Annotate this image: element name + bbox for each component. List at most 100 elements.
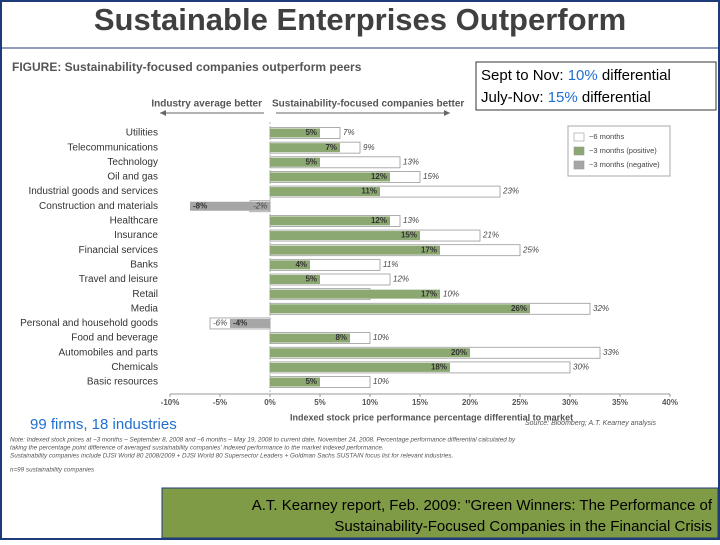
value-label: 15% [401,231,417,240]
slide-title: Sustainable Enterprises Outperform [94,2,626,37]
value-label: 9% [363,143,375,152]
legend-swatch [573,132,585,142]
firms-note: 99 firms, 18 industries [30,416,177,433]
x-tick-label: -5% [213,398,227,407]
bar [270,231,420,241]
value-label: 12% [393,275,409,284]
category-label: Technology [107,157,158,168]
value-label: 30% [573,363,589,372]
note-line: Note: Indexed stock prices at ~3 months … [10,437,516,444]
left-header: Industry average better [151,99,262,110]
category-label: Healthcare [110,216,159,227]
bar [270,348,470,358]
source: Source: Bloomberg; A.T. Kearney analysis [525,420,656,427]
footer-line: A.T. Kearney report, Feb. 2009: "Green W… [252,497,713,514]
legend-label: ~6 months [589,132,624,141]
right-header: Sustainability-focused companies better [272,99,464,110]
category-label: Automobiles and parts [58,347,158,358]
value-label: 10% [373,377,389,386]
value-label: 11% [383,260,398,269]
value-label: 23% [502,187,519,196]
note-line: Sustainability companies include DJSI Wo… [10,453,453,460]
bar [270,289,440,299]
value-label: 12% [371,216,387,225]
bar [270,304,530,314]
value-label: 5% [305,157,317,166]
value-label: 25% [522,245,539,254]
category-label: Construction and materials [39,201,158,212]
value-label: 15% [423,172,439,181]
bar [270,275,320,284]
category-label: Industrial goods and services [28,186,158,197]
category-label: Telecommunications [67,142,158,153]
value-label: 10% [443,289,459,298]
legend-swatch [573,146,585,156]
bar [270,157,320,167]
value-label: 13% [403,157,419,166]
callout-box [475,61,717,111]
x-tick-label: 35% [612,398,628,407]
value-label: 7% [325,143,337,152]
category-label: Basic resources [87,377,158,388]
category-label: Banks [130,259,158,270]
figure-title: FIGURE: Sustainability-focused companies… [12,60,362,74]
value-label: 12% [371,172,387,181]
value-label: 5% [305,275,317,284]
x-tick-label: 30% [562,398,578,407]
value-label: 32% [593,304,609,313]
arrow-head [160,110,166,116]
x-tick-label: 0% [264,398,276,407]
legend-label: ~3 months (negative) [589,160,660,169]
value-label: 11% [361,187,377,196]
value-label: -6% [213,319,227,328]
bar [270,362,450,372]
legend-swatch [573,160,585,170]
value-label: 7% [343,128,355,137]
category-label: Utilities [126,128,158,139]
callout-line: July-Nov: 15% differential [481,89,651,106]
category-label: Oil and gas [107,172,158,183]
value-label: 33% [603,348,619,357]
value-label: -2% [253,201,267,210]
bar [270,172,390,182]
x-tick-label: 10% [362,398,378,407]
value-label: 17% [421,289,437,298]
value-label: 21% [482,231,499,240]
value-label: 20% [451,348,467,357]
bar [230,318,270,328]
bar [270,377,320,387]
x-tick-label: 5% [314,398,326,407]
x-tick-label: 40% [662,398,678,407]
value-label: 5% [305,128,317,137]
footer-box [161,487,719,539]
bar [190,201,270,211]
value-label: -8% [193,201,207,210]
category-label: Chemicals [111,362,158,373]
bar [270,187,380,197]
footer-line: Sustainability-Focused Companies in the … [334,518,712,535]
bar [270,245,440,255]
value-label: 8% [335,333,347,342]
sample-note: n=99 sustainability companies [10,467,95,474]
value-label: -4% [233,319,247,328]
category-label: Media [131,303,159,314]
arrow-head [444,110,450,116]
value-label: 18% [431,363,447,372]
value-label: 10% [373,333,389,342]
bar [270,333,350,343]
category-label: Retail [132,289,158,300]
bar [270,143,340,153]
legend-label: ~3 months (positive) [589,146,657,155]
note-line: taking the percentage point difference o… [10,445,384,452]
x-axis-label: Indexed stock price performance percenta… [290,412,573,422]
x-tick-label: 15% [412,398,428,407]
value-label: 26% [511,304,527,313]
x-tick-label: 25% [512,398,528,407]
bar [270,128,320,138]
x-tick-label: 20% [462,398,478,407]
callout-line: Sept to Nov: 10% differential [481,67,671,84]
value-label: 5% [305,377,317,386]
value-label: 4% [295,260,307,269]
value-label: 13% [403,216,419,225]
